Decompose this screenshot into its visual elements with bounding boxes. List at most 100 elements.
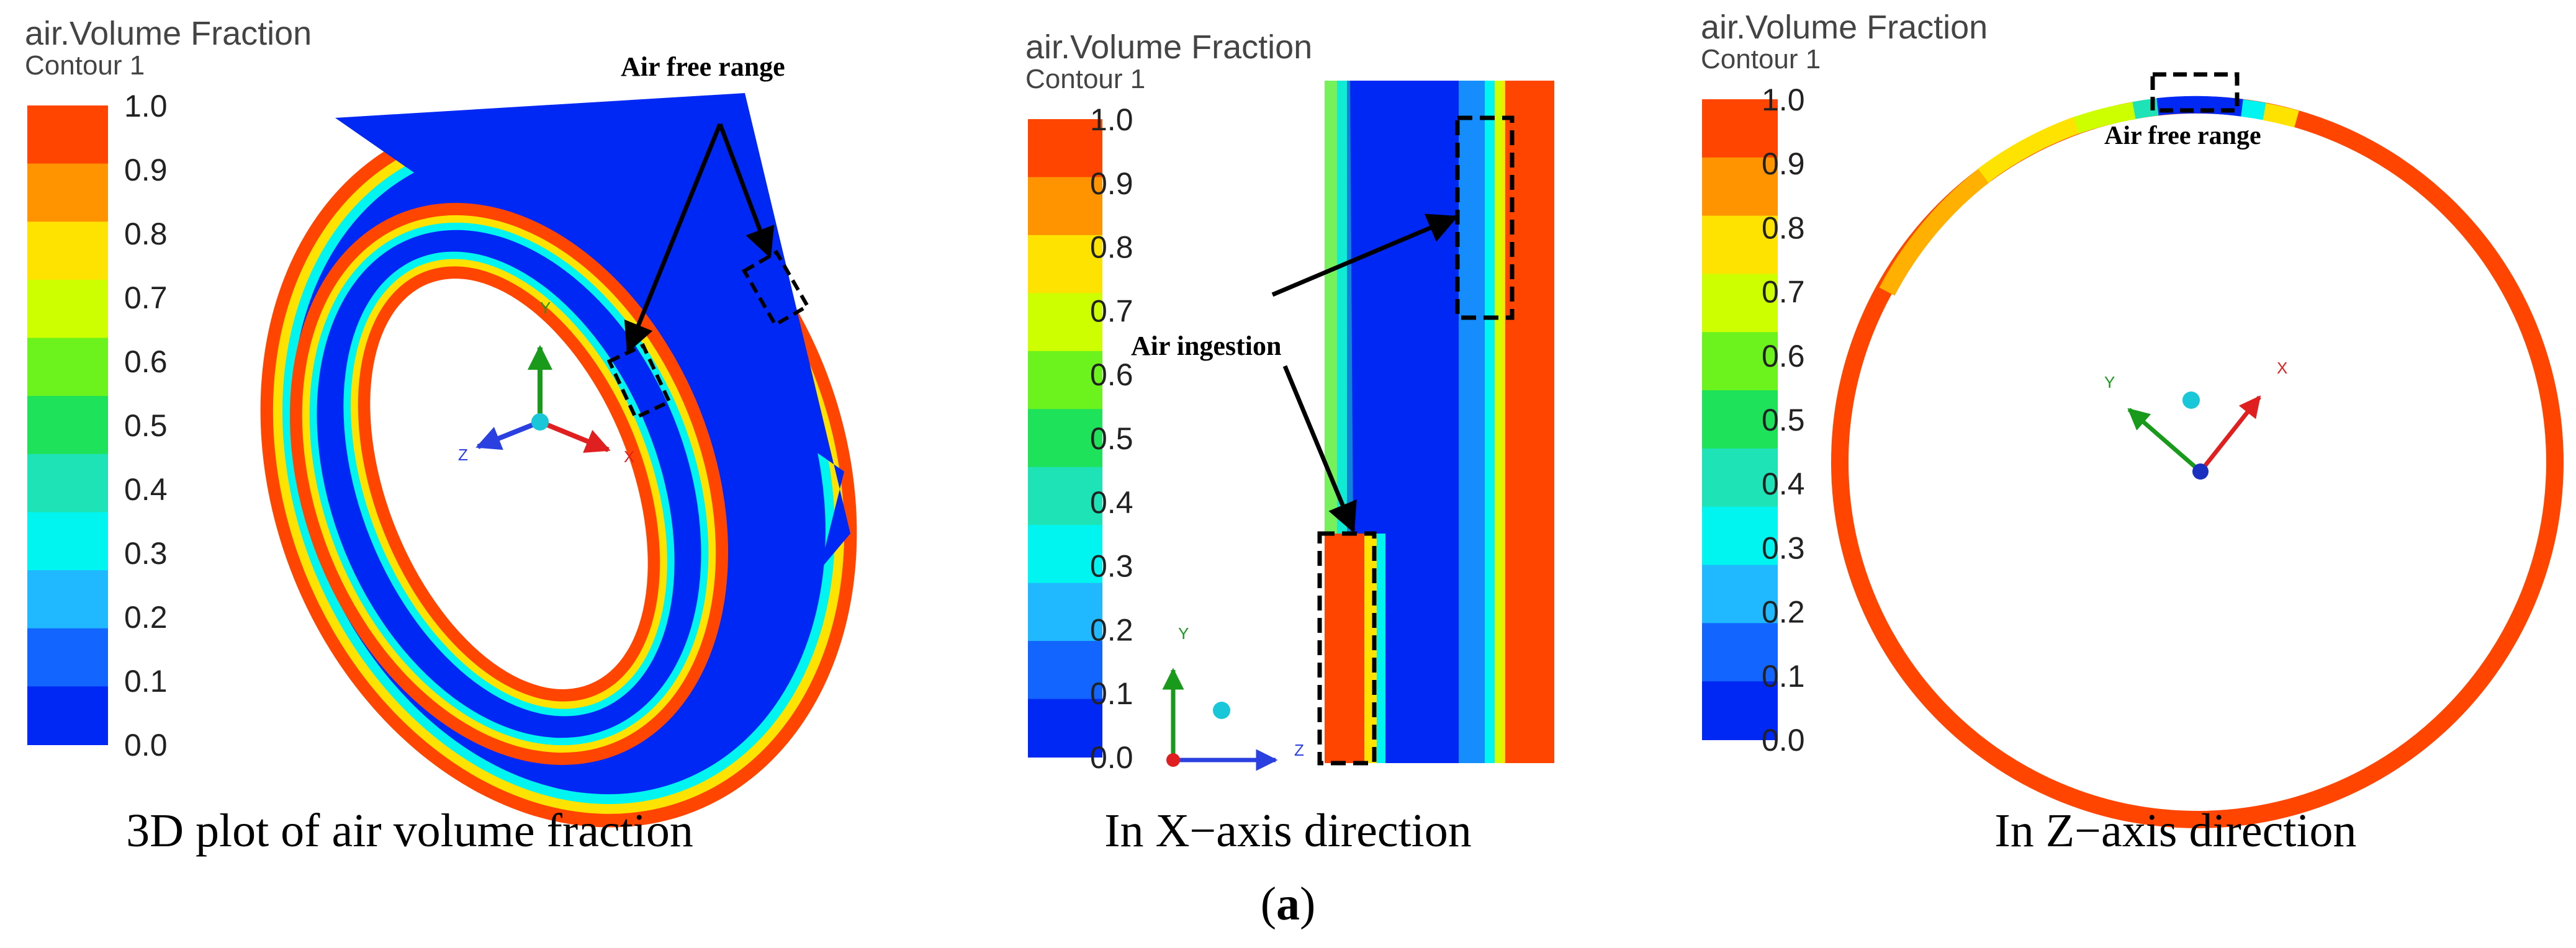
ring-z-axis xyxy=(1831,96,2564,828)
colorbar-swatch xyxy=(1028,699,1102,758)
figure-label-close: ) xyxy=(1300,878,1315,930)
colorbar-tick-label: 0.3 xyxy=(1762,530,1805,565)
colorbar-tick-label: 0.9 xyxy=(1090,166,1133,201)
colorbar-tick-label: 0.1 xyxy=(124,664,168,699)
colorbar-tick-label: 0.6 xyxy=(1762,339,1805,373)
colorbar-tick-label: 0.1 xyxy=(1090,676,1133,711)
axis-triad-left: Y Z X xyxy=(458,298,634,466)
colorbar-swatch xyxy=(1702,565,1778,624)
colorbar-tick-label: 0.0 xyxy=(1090,740,1133,775)
colorbar-swatch xyxy=(27,163,108,223)
colorbar-left: 1.0 0.9 0.8 0.7 0.6 0.5 0.4 0.3 0.2 0.1 0.0 xyxy=(27,89,168,762)
colorbar-tick-label: 0.5 xyxy=(1090,421,1133,456)
axis-label-x-left: X xyxy=(624,447,634,466)
axis-label-x-right: X xyxy=(2277,359,2287,377)
colorbar-tick-label: 0.3 xyxy=(1090,549,1133,584)
colorbar-swatch xyxy=(27,570,108,629)
colorbar-swatch xyxy=(1702,623,1778,682)
colorbar-tick-label: 0.8 xyxy=(1762,210,1805,245)
colorbar-swatch xyxy=(27,512,108,571)
legend-subtitle-right: Contour 1 xyxy=(1701,44,1821,74)
caption-left: 3D plot of air volume fraction xyxy=(126,805,693,857)
colorbar-swatch xyxy=(1702,681,1778,740)
caption-right: In Z−axis direction xyxy=(1994,805,2356,857)
colorbar-tick-label: 0.3 xyxy=(124,536,168,571)
caption-middle: In X−axis direction xyxy=(1104,805,1472,857)
colorbar-swatch xyxy=(1028,641,1102,700)
annotation-label-middle: Air ingestion xyxy=(1131,331,1281,361)
annotation-right: Air free range xyxy=(2104,72,2261,150)
colorbar-tick-label: 0.6 xyxy=(1090,357,1133,392)
colorbar-tick-label: 0.8 xyxy=(124,217,168,251)
figure-label-open: ( xyxy=(1261,878,1276,930)
colorbar-swatch xyxy=(27,686,108,745)
colorbar-swatch xyxy=(1702,390,1778,449)
highlight-box-left-a xyxy=(606,343,672,420)
colorbar-swatch xyxy=(1702,157,1778,217)
colorbar-middle: 1.0 0.9 0.8 0.7 0.6 0.5 0.4 0.3 0.2 0.1 0.0 xyxy=(1028,102,1133,775)
colorbar-swatch xyxy=(1028,467,1102,526)
colorbar-tick-label: 1.0 xyxy=(124,89,168,123)
annotation-label-right: Air free range xyxy=(2104,122,2261,150)
colorbar-tick-label: 1.0 xyxy=(1762,83,1805,117)
colorbar-swatch xyxy=(1028,351,1102,410)
figure-label: (a) xyxy=(1261,878,1316,930)
highlight-box-left-b xyxy=(741,249,811,328)
colorbar-tick-label: 0.9 xyxy=(1762,146,1805,181)
highlight-box-middle-bottom xyxy=(1317,531,1377,766)
colorbar-tick-label: 1.0 xyxy=(1090,102,1133,137)
colorbar-tick-label: 0.9 xyxy=(124,153,168,187)
colorbar-swatch xyxy=(1028,293,1102,352)
colorbar-swatch xyxy=(1702,99,1778,158)
annotation-label-left: Air free range xyxy=(621,51,785,82)
colorbar-swatch xyxy=(27,454,108,513)
colorbar-tick-label: 0.7 xyxy=(1090,293,1133,328)
colorbar-swatch xyxy=(1028,409,1102,468)
colorbar-swatch xyxy=(1702,448,1778,508)
axis-triad-middle: Y Z xyxy=(1162,624,1304,771)
colorbar-swatch xyxy=(1028,525,1102,584)
colorbar-tick-label: 0.5 xyxy=(124,408,168,443)
highlight-box-right xyxy=(2150,72,2240,113)
axis-label-z-middle: Z xyxy=(1294,741,1304,759)
colorbar-swatch xyxy=(1702,506,1778,566)
colorbar-swatch xyxy=(27,628,108,687)
axis-label-y-left: Y xyxy=(540,298,551,317)
colorbar-swatch xyxy=(1028,119,1102,178)
annotation-left: Air free range xyxy=(606,51,811,420)
colorbar-tick-label: 0.4 xyxy=(1090,485,1133,520)
figure-label-letter: a xyxy=(1276,878,1300,930)
panel-middle: air.Volume Fraction Contour 1 1.0 0.9 0.8 0… xyxy=(1025,29,1554,857)
legend-title-left: air.Volume Fraction xyxy=(25,15,312,52)
axis-label-z-left: Z xyxy=(458,445,468,464)
colorbar-right: 1.0 0.9 0.8 0.7 0.6 0.5 0.4 0.3 0.2 0.1 0.0 xyxy=(1702,83,1805,758)
colorbar-tick-label: 0.6 xyxy=(124,344,168,379)
colorbar-swatch xyxy=(27,338,108,397)
colorbar-swatch xyxy=(1702,215,1778,275)
colorbar-tick-label: 0.1 xyxy=(1762,659,1805,694)
colorbar-tick-label: 0.2 xyxy=(124,600,168,635)
ring-3d xyxy=(260,93,857,828)
leader-arrow-left-a xyxy=(624,123,723,354)
colorbar-swatch xyxy=(1028,177,1102,236)
leader-arrow-left-b xyxy=(718,123,775,259)
legend-subtitle-middle: Contour 1 xyxy=(1025,64,1145,94)
annotation-middle: Air ingestion xyxy=(1131,115,1515,766)
colorbar-tick-label: 0.7 xyxy=(124,280,168,315)
colorbar-tick-label: 0.4 xyxy=(124,472,168,507)
legend-subtitle-left: Contour 1 xyxy=(25,50,145,81)
panel-right: air.Volume Fraction Contour 1 1.0 0.9 0.8 0… xyxy=(1701,9,2564,857)
panel-left: air.Volume Fraction Contour 1 1.0 0.9 0.8 0… xyxy=(25,15,857,857)
colorbar-swatch xyxy=(1028,583,1102,642)
colorbar-swatch xyxy=(1702,332,1778,391)
legend-title-middle: air.Volume Fraction xyxy=(1025,29,1312,66)
colorbar-tick-label: 0.2 xyxy=(1090,612,1133,647)
axis-label-y-right: Y xyxy=(2104,373,2115,391)
axis-label-y-middle: Y xyxy=(1178,624,1189,643)
colorbar-tick-label: 0.8 xyxy=(1090,230,1133,265)
colorbar-swatch xyxy=(27,221,108,280)
colorbar-tick-label: 0.0 xyxy=(1762,723,1805,758)
svg-text:(a): (a) xyxy=(1261,878,1316,930)
colorbar-swatch xyxy=(27,396,108,455)
